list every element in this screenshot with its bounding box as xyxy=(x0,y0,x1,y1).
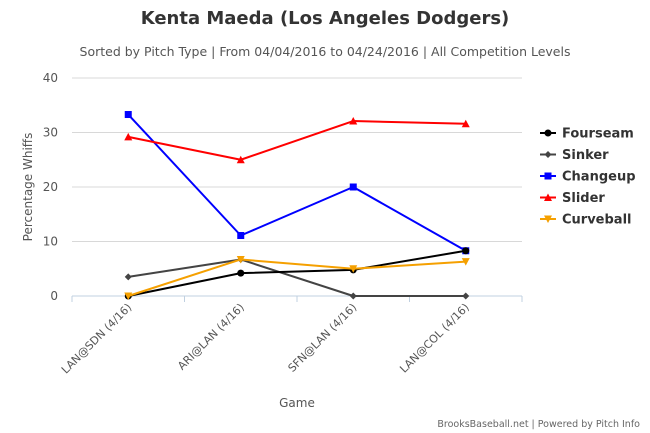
data-point[interactable] xyxy=(462,247,470,255)
data-point[interactable] xyxy=(461,258,470,266)
data-point[interactable] xyxy=(461,119,470,128)
series-line[interactable] xyxy=(128,249,466,297)
legend-item-curveball[interactable]: Curveball xyxy=(540,213,632,228)
y-axis-title: Percentage Whiffs xyxy=(21,133,35,242)
legend-label: Changeup xyxy=(562,170,636,185)
x-tick-label: ARI@LAN (4/16) xyxy=(175,301,247,373)
series-line[interactable] xyxy=(127,113,467,252)
x-tick-label: LAN@COL (4/16) xyxy=(397,301,472,376)
data-point[interactable] xyxy=(237,232,245,240)
data-point[interactable] xyxy=(124,132,133,141)
legend-item-changeup[interactable]: Changeup xyxy=(540,170,636,185)
y-tick-label: 0 xyxy=(50,289,58,303)
legend-marker xyxy=(544,129,552,137)
legend-marker xyxy=(544,215,552,223)
legend-item-sinker[interactable]: Sinker xyxy=(540,148,609,163)
x-axis: LAN@SDN (4/16) ARI@LAN (4/16) SFN@LAN (4/1… xyxy=(59,295,523,376)
data-point[interactable] xyxy=(237,269,245,277)
data-point[interactable] xyxy=(236,155,245,164)
chart-subtitle: Sorted by Pitch Type | From 04/04/2016 t… xyxy=(80,44,571,59)
legend-item-slider[interactable]: Slider xyxy=(540,191,605,206)
x-axis-title: Game xyxy=(279,396,315,410)
series-line[interactable] xyxy=(128,120,466,161)
grid xyxy=(72,77,522,242)
series-slider xyxy=(124,117,470,164)
legend-label: Slider xyxy=(562,191,605,206)
legend-marker xyxy=(544,151,552,158)
data-point[interactable] xyxy=(349,183,357,191)
chart-title: Kenta Maeda (Los Angeles Dodgers) xyxy=(141,8,510,29)
data-point[interactable] xyxy=(462,292,470,300)
series-sinker xyxy=(124,255,470,300)
y-tick-label: 30 xyxy=(43,126,58,140)
legend-marker xyxy=(544,193,552,201)
data-point[interactable] xyxy=(124,292,133,301)
data-point[interactable] xyxy=(236,255,245,264)
y-tick-label: 40 xyxy=(43,71,58,85)
legend-label: Fourseam xyxy=(562,127,634,142)
data-point[interactable] xyxy=(349,292,357,300)
legend[interactable]: Fourseam Sinker Changeup Slider Curveball xyxy=(540,127,636,228)
series-group xyxy=(124,111,470,300)
data-point[interactable] xyxy=(124,111,132,119)
legend-item-fourseam[interactable]: Fourseam xyxy=(540,127,634,142)
y-tick-label: 10 xyxy=(43,235,58,249)
legend-marker xyxy=(544,172,552,180)
x-tick-label: SFN@LAN (4/16) xyxy=(286,301,360,375)
y-axis-ticks: 0 10 20 30 40 xyxy=(43,71,58,303)
x-tick-label: LAN@SDN (4/16) xyxy=(59,301,134,376)
series-fourseam xyxy=(124,247,470,300)
data-point[interactable] xyxy=(349,265,358,273)
y-tick-label: 20 xyxy=(43,180,58,194)
series-line[interactable] xyxy=(127,258,466,297)
credits-text[interactable]: BrooksBaseball.net | Powered by Pitch In… xyxy=(437,419,640,430)
data-point[interactable] xyxy=(349,117,358,125)
series-curveball xyxy=(124,255,470,301)
legend-label: Curveball xyxy=(562,213,632,228)
legend-label: Sinker xyxy=(562,148,609,163)
data-point[interactable] xyxy=(124,273,132,281)
series-line[interactable] xyxy=(128,258,466,297)
